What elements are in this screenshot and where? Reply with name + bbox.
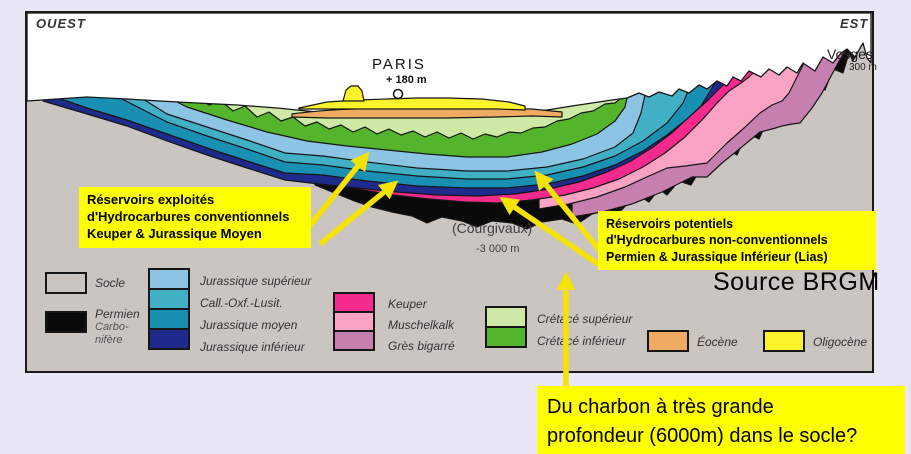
legend-label-eocene: Éocène: [697, 335, 738, 349]
legend-label-gres-bigarre: Grès bigarré: [388, 339, 455, 353]
legend-swatch-stack-cretace: [485, 306, 527, 348]
annotation-line: Réservoirs potentiels: [606, 217, 734, 231]
annotation-line: d'Hydrocarbures conventionnels: [87, 208, 290, 224]
annotation-box-coal-question: Du charbon à très grande profondeur (600…: [537, 386, 905, 454]
annotation-line: Keuper & Jurassique Moyen: [87, 225, 262, 241]
legend-sublabel-nifere: nifère: [95, 334, 123, 346]
legend-swatch-socle: [45, 272, 87, 294]
paris-elevation-label: + 180 m: [386, 74, 427, 86]
legend-swatch-cretace-superieur: [485, 306, 527, 328]
legend-swatch-permien: [45, 311, 87, 333]
legend-swatch-jurassique-moyen: [148, 308, 190, 330]
legend-swatch-gres-bigarre: [333, 330, 375, 351]
sky-region: [27, 13, 872, 117]
legend-label-oligocene: Oligocène: [813, 335, 868, 349]
legend-label-cretace-superieur: Crétacé supérieur: [537, 312, 633, 326]
legend-label-call-oxf-lusit: Call.-Oxf.-Lusit.: [200, 296, 283, 310]
legend-swatch-jurassique-inferieur: [148, 328, 190, 350]
legend-swatch-oligocene: [763, 330, 805, 352]
courgivaux-depth-label: -3 000 m: [476, 243, 520, 255]
annotation-line: Du charbon à très grande: [547, 396, 774, 418]
legend-label-jurassique-moyen: Jurassique moyen: [200, 318, 298, 332]
legend-swatch-muschelkalk: [333, 311, 375, 332]
compass-east-label: EST: [840, 16, 869, 31]
legend-label-socle: Socle: [95, 276, 126, 290]
legend-label-jurassique-inferieur: Jurassique inférieur: [200, 340, 305, 354]
legend-swatch-jurassique-superieur: [148, 268, 190, 290]
annotation-line: Permien & Jurassique Inférieur (Lias): [606, 249, 828, 264]
annotation-box-conventional: Réservoirs exploités d'Hydrocarbures con…: [79, 187, 311, 248]
annotation-line: Réservoirs exploités: [87, 192, 215, 207]
legend-swatch-keuper: [333, 292, 375, 313]
legend-swatch-call-oxf-lusit: [148, 288, 190, 310]
legend-swatch-cretace-inferieur: [485, 326, 527, 348]
legend-swatch-stack-jurassique: [148, 268, 190, 350]
annotation-box-unconventional: Réservoirs potentiels d'Hydrocarbures no…: [598, 211, 876, 270]
legend-label-keuper: Keuper: [388, 297, 427, 311]
paris-marker-icon: [392, 88, 404, 100]
legend-label-jurassique-superieur: Jurassique supérieur: [200, 274, 312, 288]
legend-swatch-eocene: [647, 330, 689, 352]
compass-west-label: OUEST: [36, 16, 86, 31]
vosges-label: Vosges: [827, 46, 873, 62]
legend-label-cretace-inferieur: Crétacé inférieur: [537, 334, 626, 348]
vosges-elevation-label: 300 m: [849, 62, 877, 73]
source-credit: Source BRGM: [713, 268, 880, 296]
annotation-line: d'Hydrocarbures non-conventionnels: [606, 233, 828, 248]
paris-label: PARIS: [372, 56, 426, 73]
courgivaux-label: (Courgivaux): [452, 220, 533, 236]
legend-swatch-stack-trias: [333, 292, 375, 351]
annotation-line: profondeur (6000m) dans le socle?: [547, 425, 858, 447]
legend-label-muschelkalk: Muschelkalk: [388, 318, 455, 332]
legend-sublabel-carbo: Carbo-: [95, 321, 129, 333]
oligocene-butte: [342, 85, 365, 102]
legend-label-permien: Permien: [95, 307, 140, 321]
